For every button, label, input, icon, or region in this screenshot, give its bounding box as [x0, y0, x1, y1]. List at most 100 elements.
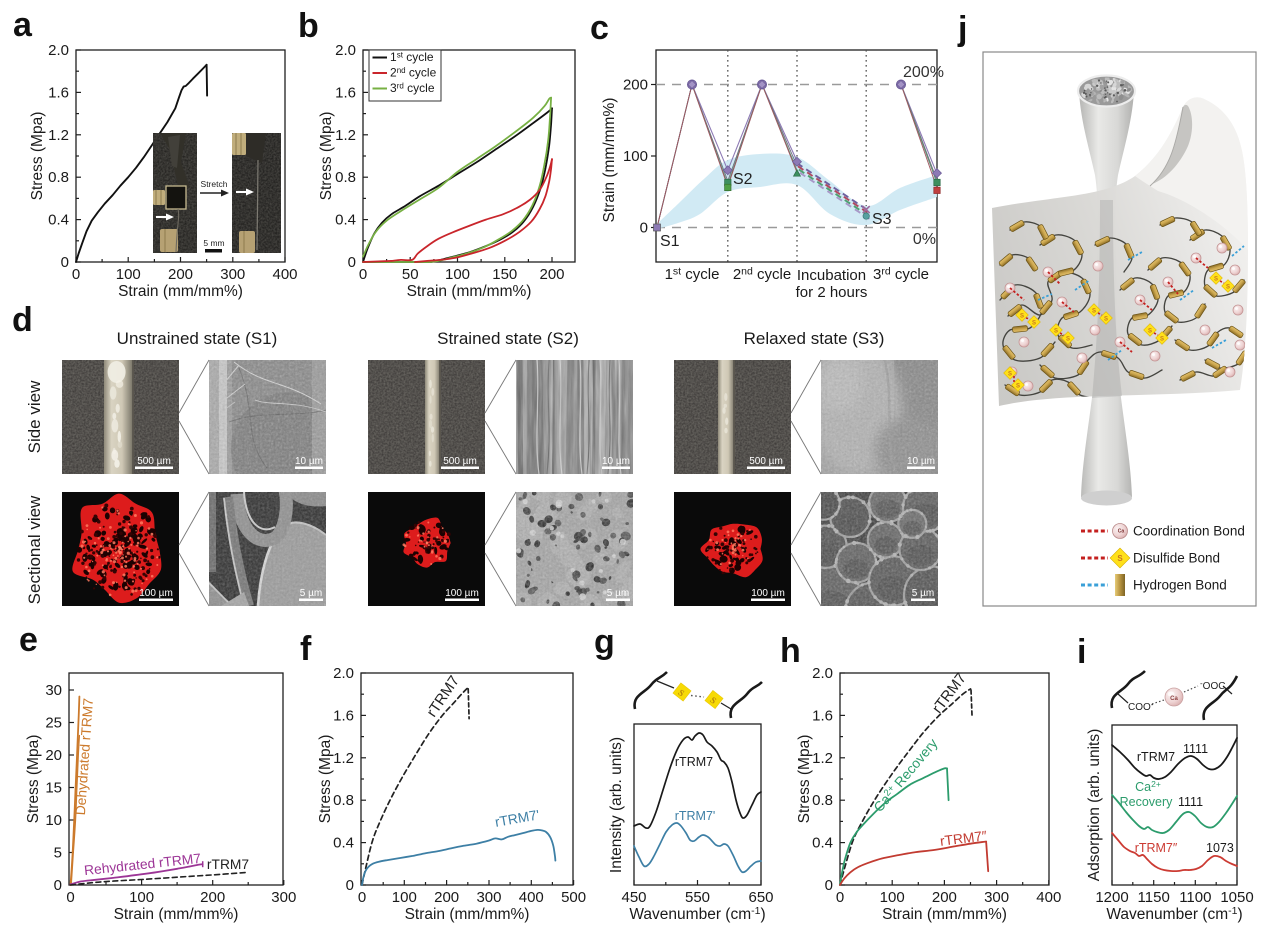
- svg-text:0.8: 0.8: [333, 792, 354, 809]
- svg-text:300: 300: [476, 889, 501, 906]
- svg-text:300: 300: [984, 889, 1009, 906]
- svg-text:25: 25: [45, 715, 62, 732]
- svg-text:200: 200: [539, 266, 564, 283]
- svg-text:Ca: Ca: [1118, 529, 1125, 535]
- svg-text:100: 100: [623, 148, 648, 165]
- svg-text:S: S: [1160, 337, 1164, 343]
- svg-text:1.2: 1.2: [812, 750, 833, 767]
- svg-text:S: S: [1066, 337, 1070, 343]
- svg-text:5 µm: 5 µm: [300, 588, 322, 599]
- svg-text:Strained state (S2): Strained state (S2): [437, 329, 579, 348]
- svg-text:S3: S3: [872, 211, 892, 228]
- svg-text:h: h: [780, 632, 801, 670]
- svg-text:1111: 1111: [1178, 795, 1203, 809]
- svg-text:100 µm: 100 µm: [751, 588, 785, 599]
- svg-text:rTRM7: rTRM7: [675, 755, 713, 769]
- svg-text:400: 400: [519, 889, 544, 906]
- svg-text:0: 0: [346, 877, 354, 894]
- svg-text:i: i: [1077, 633, 1086, 671]
- svg-text:0%: 0%: [913, 231, 936, 248]
- svg-text:Stress (Mpa): Stress (Mpa): [318, 112, 335, 201]
- svg-text:Disulfide Bond: Disulfide Bond: [1133, 551, 1220, 566]
- svg-text:650: 650: [748, 889, 773, 906]
- svg-text:Stress (Mpa): Stress (Mpa): [29, 112, 46, 201]
- svg-text:S: S: [1092, 309, 1096, 315]
- svg-text:Stress (Mpa): Stress (Mpa): [796, 735, 813, 824]
- svg-text:Strain (mm/mm%): Strain (mm/mm%): [407, 283, 532, 300]
- svg-text:Stress (Mpa): Stress (Mpa): [317, 735, 334, 824]
- svg-text:100: 100: [129, 889, 154, 906]
- svg-text:for 2 hours: for 2 hours: [796, 284, 868, 301]
- svg-text:COO-: COO-: [1128, 700, 1154, 713]
- svg-text:Dehydrated rTRM7: Dehydrated rTRM7: [73, 698, 96, 816]
- svg-text:Strain (mm/mm%): Strain (mm/mm%): [882, 906, 1007, 923]
- svg-text:500 µm: 500 µm: [137, 456, 171, 467]
- svg-text:200: 200: [932, 889, 957, 906]
- svg-text:0: 0: [54, 877, 62, 894]
- svg-text:0: 0: [825, 877, 833, 894]
- svg-text:S: S: [708, 695, 718, 706]
- svg-text:Strain (mm/mm%): Strain (mm/mm%): [405, 906, 530, 923]
- svg-text:5 µm: 5 µm: [607, 588, 629, 599]
- svg-text:0: 0: [640, 220, 648, 237]
- svg-text:1.6: 1.6: [48, 84, 69, 101]
- svg-text:100 µm: 100 µm: [445, 588, 479, 599]
- svg-text:1.2: 1.2: [333, 750, 354, 767]
- svg-text:1100: 1100: [1179, 889, 1211, 906]
- svg-text:20: 20: [45, 747, 62, 764]
- svg-text:0: 0: [72, 266, 80, 283]
- svg-text:Wavenumber (cm-1): Wavenumber (cm-1): [629, 905, 765, 923]
- svg-text:d: d: [12, 301, 33, 339]
- svg-text:1050: 1050: [1220, 889, 1253, 906]
- svg-text:Relaxed state (S3): Relaxed state (S3): [744, 329, 885, 348]
- svg-text:10 µm: 10 µm: [295, 456, 323, 467]
- svg-text:Intensity (arb. units): Intensity (arb. units): [608, 737, 625, 873]
- svg-text:10 µm: 10 µm: [907, 456, 935, 467]
- svg-text:5: 5: [54, 845, 62, 862]
- svg-text:0: 0: [836, 889, 844, 906]
- svg-text:g: g: [594, 623, 615, 661]
- svg-text:S: S: [1008, 372, 1012, 378]
- svg-text:Coordination Bond: Coordination Bond: [1133, 524, 1245, 539]
- svg-text:rTRM7: rTRM7: [1137, 750, 1175, 764]
- svg-text:Adsorption (arb. units): Adsorption (arb. units): [1086, 729, 1103, 882]
- svg-text:f: f: [300, 630, 312, 668]
- svg-text:1.6: 1.6: [812, 707, 833, 724]
- svg-text:0.4: 0.4: [812, 835, 833, 852]
- svg-text:S: S: [1117, 554, 1123, 563]
- svg-text:S: S: [1226, 285, 1230, 291]
- svg-text:1st cycle: 1st cycle: [390, 50, 434, 64]
- svg-text:S: S: [1032, 321, 1036, 327]
- svg-text:450: 450: [621, 889, 646, 906]
- svg-text:400: 400: [272, 266, 297, 283]
- svg-text:5 µm: 5 µm: [912, 588, 934, 599]
- svg-text:1.6: 1.6: [333, 707, 354, 724]
- svg-text:0: 0: [348, 254, 356, 271]
- svg-text:2nd cycle: 2nd cycle: [733, 266, 791, 284]
- svg-text:Ca: Ca: [1170, 696, 1178, 702]
- svg-text:-OOC: -OOC: [1200, 679, 1225, 692]
- svg-text:S: S: [1214, 277, 1218, 283]
- svg-text:1200: 1200: [1095, 889, 1128, 906]
- svg-text:Sectional view: Sectional view: [25, 495, 44, 604]
- svg-text:Recovery: Recovery: [1120, 795, 1174, 809]
- svg-text:100: 100: [116, 266, 141, 283]
- svg-text:2.0: 2.0: [812, 665, 833, 682]
- svg-text:Incubation: Incubation: [797, 267, 866, 284]
- svg-text:S: S: [676, 687, 686, 698]
- svg-text:Wavenumber (cm-1): Wavenumber (cm-1): [1106, 905, 1242, 923]
- svg-text:rTRM7″: rTRM7″: [1135, 841, 1178, 855]
- svg-text:S: S: [1016, 384, 1020, 390]
- svg-text:Side view: Side view: [25, 380, 44, 453]
- svg-text:5 mm: 5 mm: [203, 238, 224, 248]
- svg-text:0.8: 0.8: [335, 169, 356, 186]
- svg-text:10 µm: 10 µm: [602, 456, 630, 467]
- svg-text:c: c: [590, 9, 609, 47]
- svg-text:15: 15: [45, 780, 62, 797]
- svg-text:0: 0: [61, 254, 69, 271]
- svg-text:2.0: 2.0: [335, 42, 356, 59]
- svg-text:0.8: 0.8: [48, 169, 69, 186]
- svg-text:400: 400: [1036, 889, 1061, 906]
- svg-text:500: 500: [561, 889, 586, 906]
- svg-text:500 µm: 500 µm: [443, 456, 477, 467]
